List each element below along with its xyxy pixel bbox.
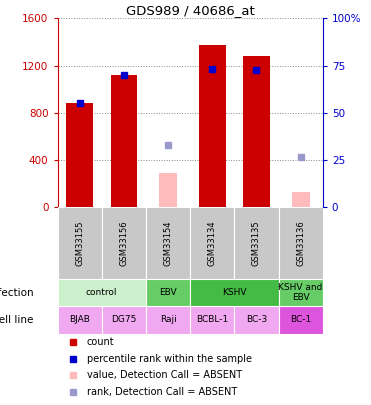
Bar (102, 306, 146, 334)
Text: DG75: DG75 (111, 315, 137, 324)
Text: BCBL-1: BCBL-1 (196, 315, 229, 324)
Text: KSHV: KSHV (222, 288, 247, 297)
Bar (146, 207, 190, 279)
Text: EBV: EBV (159, 288, 177, 297)
Text: KSHV and
EBV: KSHV and EBV (279, 283, 323, 303)
Text: rank, Detection Call = ABSENT: rank, Detection Call = ABSENT (87, 387, 237, 397)
Bar (159, 173, 177, 207)
Text: count: count (87, 337, 114, 347)
Text: infection: infection (0, 288, 33, 298)
Bar (199, 45, 226, 207)
Text: GSM33156: GSM33156 (119, 220, 128, 266)
Bar (146, 306, 190, 334)
Bar (279, 279, 323, 306)
Bar (279, 306, 323, 334)
Bar (58, 306, 102, 334)
Text: GSM33134: GSM33134 (208, 220, 217, 266)
Text: GSM33135: GSM33135 (252, 220, 261, 266)
Bar (279, 207, 323, 279)
Bar (58, 279, 146, 306)
Bar (190, 279, 279, 306)
Bar (102, 207, 146, 279)
Bar (190, 207, 234, 279)
Bar (234, 306, 279, 334)
Text: GSM33136: GSM33136 (296, 220, 305, 266)
Title: GDS989 / 40686_at: GDS989 / 40686_at (126, 4, 255, 17)
Text: cell line: cell line (0, 315, 33, 325)
Text: percentile rank within the sample: percentile rank within the sample (87, 354, 252, 364)
Bar (292, 192, 309, 207)
Bar (243, 56, 270, 207)
Bar (190, 306, 234, 334)
Text: control: control (86, 288, 118, 297)
Text: Raji: Raji (160, 315, 176, 324)
Bar (58, 207, 102, 279)
Text: GSM33155: GSM33155 (75, 220, 84, 266)
Bar (66, 103, 93, 207)
Text: BC-3: BC-3 (246, 315, 267, 324)
Text: value, Detection Call = ABSENT: value, Detection Call = ABSENT (87, 371, 242, 380)
Bar (234, 207, 279, 279)
Text: GSM33154: GSM33154 (164, 220, 173, 266)
Bar (111, 75, 137, 207)
Text: BC-1: BC-1 (290, 315, 311, 324)
Text: BJAB: BJAB (69, 315, 90, 324)
Bar (146, 279, 190, 306)
